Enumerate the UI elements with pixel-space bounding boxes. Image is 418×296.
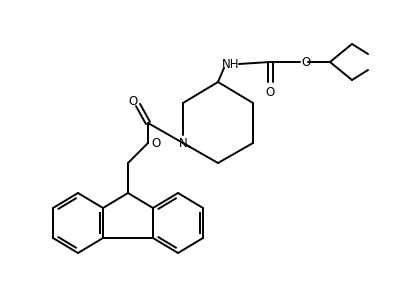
Text: O: O: [265, 86, 275, 99]
Text: O: O: [301, 56, 311, 68]
Text: NH: NH: [222, 57, 240, 70]
Text: N: N: [178, 136, 187, 149]
Text: O: O: [151, 136, 161, 149]
Text: O: O: [128, 94, 138, 107]
